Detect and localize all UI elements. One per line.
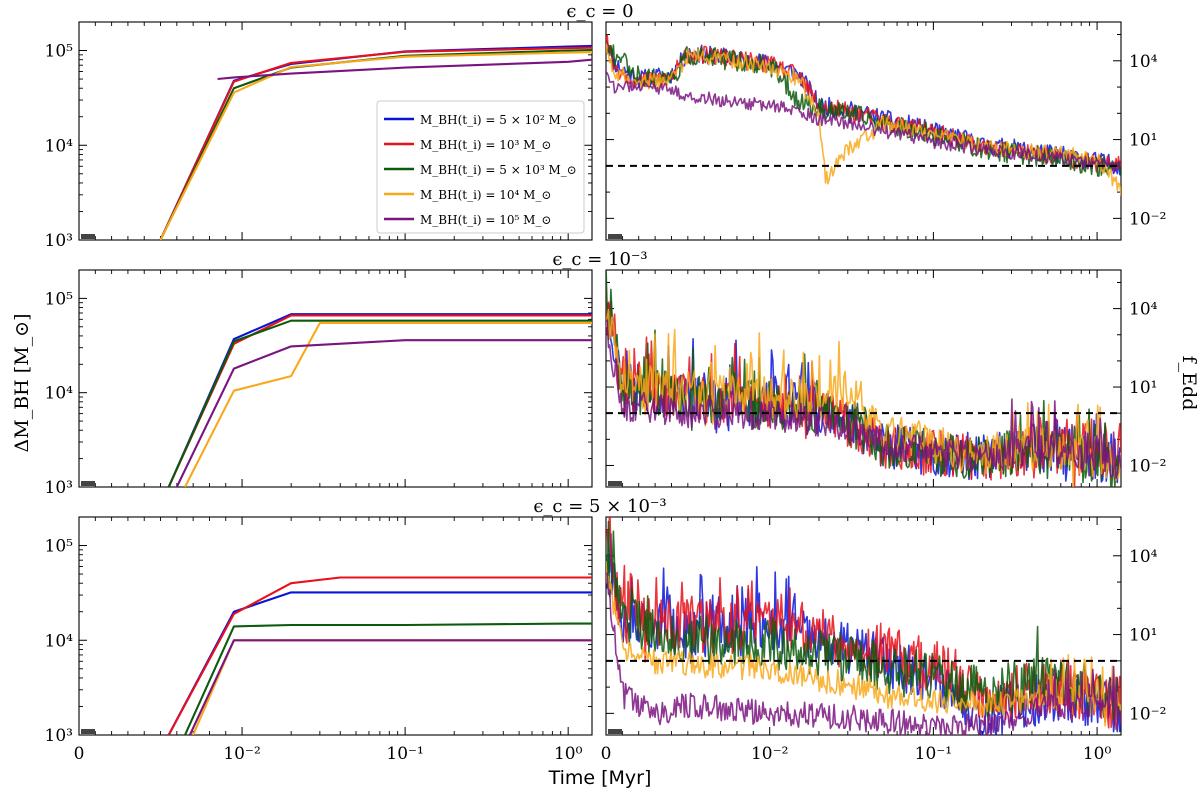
series-group xyxy=(606,34,1121,196)
panel-3-right: 0 10⁻² 10⁻¹ 10⁰ 10⁴ 10¹ 10⁻² xyxy=(601,516,1166,764)
series-line-3 xyxy=(184,622,592,735)
y-tick-label: 10³ xyxy=(45,478,73,498)
y-tick-label: 10⁴ xyxy=(45,631,74,651)
panel-1-left: 10³ 10⁴ 10⁵ xyxy=(45,21,593,251)
row-title: ϵ_c = 10⁻³ xyxy=(552,249,647,270)
series-group xyxy=(167,576,592,735)
origin-marker xyxy=(608,234,622,239)
y-tick-label: 10⁵ xyxy=(45,289,74,309)
series-line-1 xyxy=(167,591,592,735)
series-line-4 xyxy=(159,51,592,240)
y-tick-label: 10⁵ xyxy=(45,42,74,62)
x-tick-label: 10⁻² xyxy=(751,744,788,764)
x-tick-label: 10⁻² xyxy=(223,744,260,764)
series-line-5 xyxy=(217,58,592,81)
y-tick-label: 10⁻² xyxy=(1129,704,1166,724)
legend-label-3: M_BH(t_i) = 5 × 10³ M_⊙ xyxy=(420,163,577,177)
panel-1-right: 10⁴ 10¹ 10⁻² xyxy=(605,21,1166,241)
x-tick-label: 10⁰ xyxy=(1083,744,1112,764)
y-tick-label: 10⁴ xyxy=(1129,300,1158,320)
x-tick-label: 10⁻¹ xyxy=(386,744,423,764)
series-line-3 xyxy=(167,319,592,487)
row-title: ϵ_c = 0 xyxy=(566,1,633,22)
legend-label-1: M_BH(t_i) = 5 × 10² M_⊙ xyxy=(420,113,577,127)
origin-marker xyxy=(608,481,622,486)
series-line-5 xyxy=(175,339,592,487)
row-title: ϵ_c = 5 × 10⁻³ xyxy=(533,496,666,517)
axes-frame xyxy=(605,516,1122,736)
series-group xyxy=(167,313,592,487)
y-tick-label: 10⁴ xyxy=(45,136,74,156)
y-axis-label-right: f_Edd xyxy=(1178,356,1200,411)
series-line-5 xyxy=(606,71,1121,173)
x-tick-label: 0 xyxy=(74,744,85,764)
series-line-2 xyxy=(159,46,592,240)
series-group xyxy=(606,517,1121,735)
y-tick-label: 10⁻² xyxy=(1129,456,1166,476)
series-line-5 xyxy=(606,319,1121,480)
legend-label-2: M_BH(t_i) = 10³ M_⊙ xyxy=(420,138,552,152)
series-group xyxy=(606,270,1121,487)
panel-2-right: 10⁴ 10¹ 10⁻² xyxy=(605,269,1166,488)
x-tick-label: 0 xyxy=(601,744,612,764)
y-tick-label: 10¹ xyxy=(1129,131,1157,151)
series-line-3 xyxy=(606,520,1121,720)
panel-2-left: 10³ 10⁴ 10⁵ xyxy=(45,269,593,498)
axes-frame xyxy=(78,516,593,736)
series-line-5 xyxy=(606,572,1121,735)
panels: 10³ 10⁴ 10⁵ ϵ_c = 0 10⁴ 10¹ 10⁻² 10³ 10⁴ 10⁵ ϵ_c =… xyxy=(45,1,1167,764)
y-axis-label-left: ΔM_BH [M_⊙] xyxy=(11,314,33,453)
y-tick-label: 10⁵ xyxy=(45,537,74,557)
axes-frame xyxy=(605,269,1122,488)
y-tick-label: 10⁻² xyxy=(1129,209,1166,229)
legend-label-5: M_BH(t_i) = 10⁵ M_⊙ xyxy=(420,213,552,227)
y-tick-label: 10³ xyxy=(45,231,73,251)
series-line-4 xyxy=(606,561,1121,727)
y-tick-label: 10¹ xyxy=(1129,378,1157,398)
y-tick-label: 10¹ xyxy=(1129,626,1157,646)
axes-frame xyxy=(78,21,593,241)
origin-marker xyxy=(81,234,95,239)
legend: M_BH(t_i) = 5 × 10² M_⊙ M_BH(t_i) = 10³ M… xyxy=(376,100,585,234)
legend-box xyxy=(376,100,585,234)
y-tick-label: 10³ xyxy=(45,726,73,746)
series-line-4 xyxy=(184,321,592,487)
legend-label-4: M_BH(t_i) = 10⁴ M_⊙ xyxy=(420,188,552,202)
origin-marker xyxy=(81,729,95,734)
origin-marker xyxy=(608,729,622,734)
y-tick-label: 10⁴ xyxy=(45,384,74,404)
x-axis-label: Time [Myr] xyxy=(548,767,652,789)
series-line-5 xyxy=(188,639,592,735)
series-line-2 xyxy=(167,576,592,735)
series-line-4 xyxy=(192,639,592,735)
origin-marker xyxy=(81,481,95,486)
series-line-1 xyxy=(606,533,1121,735)
x-tick-label: 10⁰ xyxy=(554,744,583,764)
y-tick-label: 10⁴ xyxy=(1129,52,1158,72)
series-group xyxy=(159,44,592,240)
axes-frame xyxy=(605,21,1122,241)
panel-3-left: 0 10⁻² 10⁻¹ 10⁰ 10³ 10⁴ 10⁵ xyxy=(45,516,593,764)
y-tick-label: 10⁴ xyxy=(1129,547,1158,567)
axes-frame xyxy=(78,269,593,488)
x-tick-label: 10⁻¹ xyxy=(915,744,952,764)
